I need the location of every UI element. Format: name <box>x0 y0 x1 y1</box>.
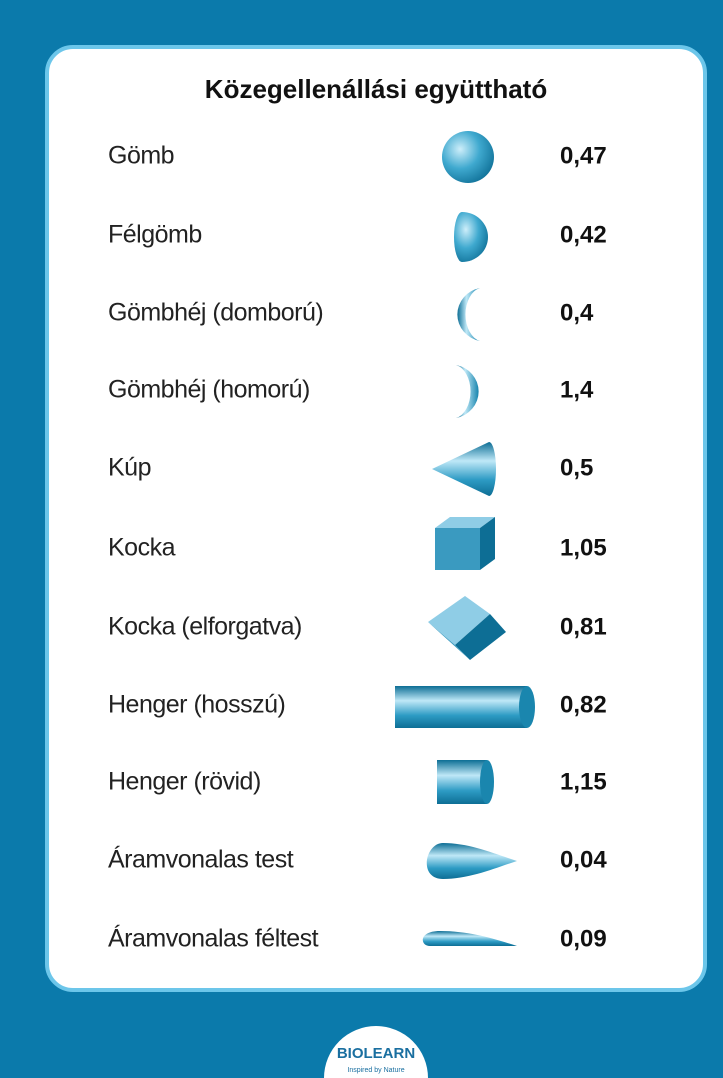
row-label: Gömbhéj (homorú) <box>108 376 310 404</box>
row-label: Gömbhéj (domború) <box>108 299 323 327</box>
row-label: Kocka (elforgatva) <box>108 613 302 641</box>
row-label: Kúp <box>108 454 151 482</box>
row-value: 1,05 <box>560 534 607 561</box>
page: Közegellenállási együttható Gömb 0,47 Félg… <box>0 0 723 1078</box>
infographic: Közegellenállási együttható Gömb 0,47 Félg… <box>0 0 723 1078</box>
row-value: 0,4 <box>560 299 594 326</box>
shape-sphere <box>442 131 494 183</box>
row-label: Gömb <box>108 142 174 170</box>
row-label: Félgömb <box>108 221 202 249</box>
shape-long-cylinder <box>395 686 535 728</box>
row-value: 0,82 <box>560 691 607 718</box>
row-value: 1,4 <box>560 376 594 403</box>
shape-short-cylinder <box>437 760 494 804</box>
logo-tagline: Inspired by Nature <box>347 1067 404 1074</box>
row-label: Áramvonalas féltest <box>108 924 319 953</box>
row-label: Henger (rövid) <box>108 768 261 796</box>
row-label: Kocka <box>108 534 176 562</box>
row-value: 0,42 <box>560 221 607 248</box>
logo-name: BIOLEARN <box>337 1045 415 1062</box>
row-label: Henger (hosszú) <box>108 691 285 719</box>
row-value: 0,47 <box>560 142 607 169</box>
row-label: Áramvonalas test <box>108 845 294 874</box>
shape-cube <box>435 517 495 570</box>
title: Közegellenállási együttható <box>205 74 547 104</box>
row-value: 1,15 <box>560 768 607 795</box>
row-value: 0,09 <box>560 925 607 952</box>
row-value: 0,81 <box>560 613 607 640</box>
row-value: 0,5 <box>560 454 593 481</box>
row-value: 0,04 <box>560 846 607 873</box>
